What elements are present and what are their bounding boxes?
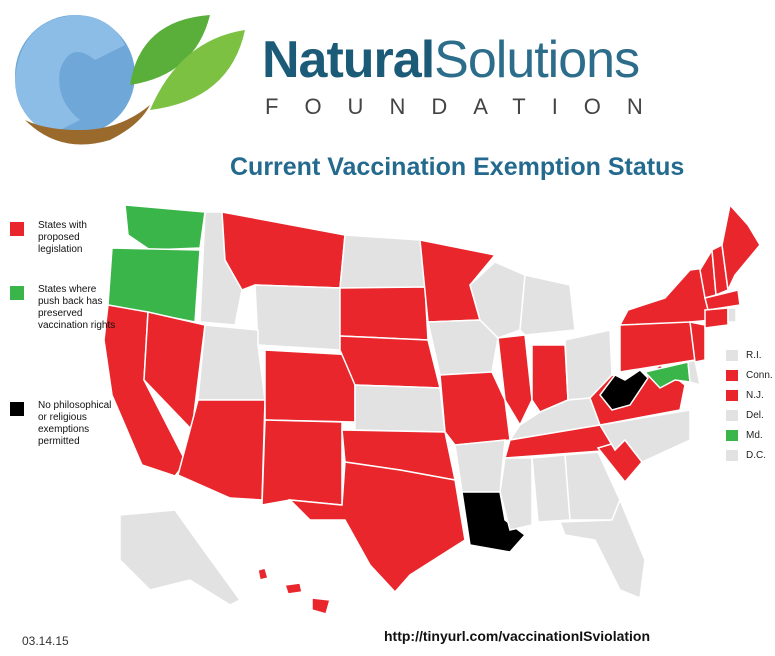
small-state: Conn. <box>726 370 773 381</box>
small-state-label: Conn. <box>746 370 773 381</box>
small-state-label: R.I. <box>746 350 762 361</box>
small-state-label: Del. <box>746 410 764 421</box>
small-state-swatch <box>726 410 738 421</box>
small-state-label: D.C. <box>746 450 766 461</box>
title: Current Vaccination Exemption Status <box>230 153 685 181</box>
tagline: FOUNDATION <box>265 94 669 119</box>
legend-swatch <box>10 402 24 416</box>
logo <box>15 15 245 145</box>
small-state-swatch <box>726 390 738 401</box>
small-state: D.C. <box>726 450 766 461</box>
small-state-swatch <box>726 450 738 461</box>
brand-bold: Natural <box>262 31 435 89</box>
small-state-swatch <box>726 350 738 361</box>
legend-item: No philosophical or religious exemptions… <box>10 400 116 448</box>
legend-item: States with proposed legislation <box>10 220 116 256</box>
small-state-swatch <box>726 370 738 381</box>
small-state: R.I. <box>726 350 762 361</box>
small-state-swatch <box>726 430 738 441</box>
small-state: Del. <box>726 410 764 421</box>
brand-rest: Solutions <box>434 31 640 89</box>
legend-swatch <box>10 222 24 236</box>
legend-item: States where push back has preserved vac… <box>10 284 116 332</box>
small-state: Md. <box>726 430 763 441</box>
brand: NaturalSolutions <box>262 30 640 90</box>
small-state-label: N.J. <box>746 390 764 401</box>
legend-label: States where push back has preserved vac… <box>38 284 116 331</box>
legend-label: No philosophical or religious exemptions… <box>38 400 112 447</box>
legend-swatch <box>10 286 24 300</box>
date: 03.14.15 <box>22 634 69 648</box>
states <box>103 203 761 615</box>
legend-label: States with proposed legislation <box>38 220 87 255</box>
small-state-label: Md. <box>746 430 763 441</box>
url: http://tinyurl.com/vaccinationISviolatio… <box>384 628 651 644</box>
small-state: N.J. <box>726 390 764 401</box>
